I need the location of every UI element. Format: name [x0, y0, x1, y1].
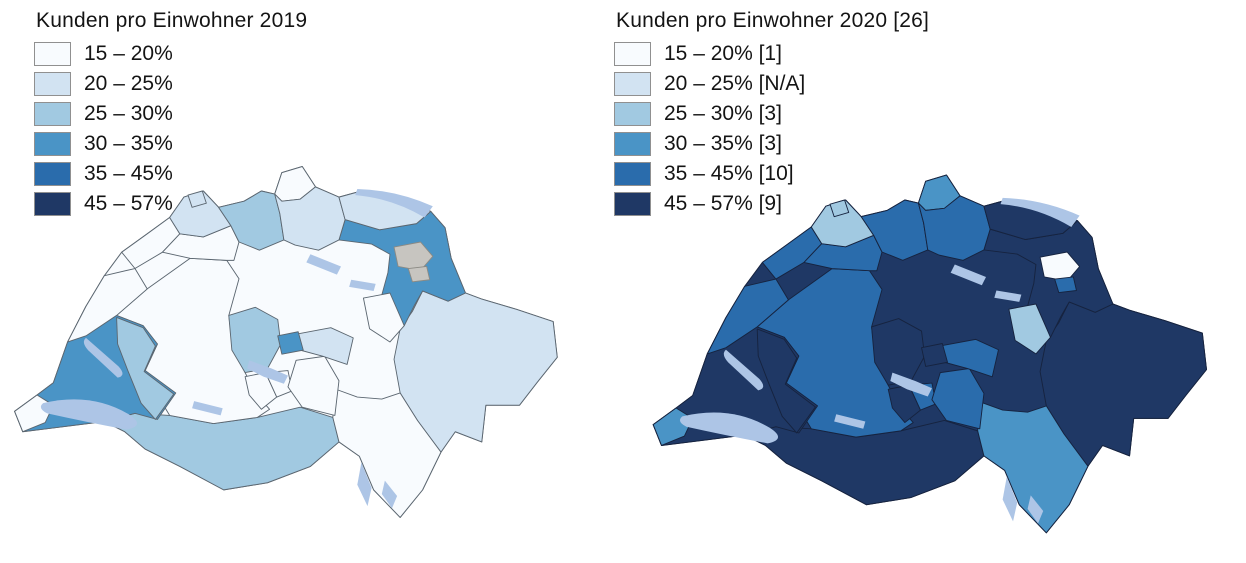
- lake-zurich: [306, 254, 341, 275]
- canton-gr: [393, 290, 558, 453]
- canton-ar: [1039, 251, 1081, 282]
- canton-ne: [706, 278, 789, 355]
- legend-swatch: [34, 132, 71, 157]
- lake-maggiore: [1002, 476, 1018, 522]
- canton-zh: [274, 186, 346, 251]
- canton-ti: [977, 401, 1089, 534]
- canton-zg: [921, 343, 948, 367]
- legend-label: 35 – 45% [10]: [664, 162, 794, 186]
- lake-thun: [834, 414, 866, 429]
- legend-row: 35 – 45% [10]: [614, 159, 929, 189]
- lake-constance: [355, 188, 433, 218]
- canton-lu: [228, 306, 282, 374]
- lake-walen: [994, 290, 1022, 302]
- legend-swatch: [614, 132, 651, 157]
- legend-label: 15 – 20%: [84, 42, 173, 66]
- lake-geneva: [679, 412, 779, 444]
- canton-lu: [871, 318, 926, 386]
- lake-neuchatel: [723, 349, 764, 391]
- legend-row: 35 – 45%: [34, 159, 307, 189]
- lake-constance: [1000, 197, 1080, 228]
- canton-ai: [407, 266, 431, 283]
- canton-bs: [829, 199, 850, 218]
- canton-ai: [1054, 276, 1077, 294]
- legend-row: 45 – 57%: [34, 189, 307, 219]
- canton-ti: [332, 388, 442, 518]
- legend-swatch: [614, 102, 651, 127]
- lake-zurich: [950, 264, 986, 286]
- legend-label: 45 – 57% [9]: [664, 192, 782, 216]
- legend-label: 30 – 35%: [84, 132, 173, 156]
- canton-ne: [67, 268, 148, 343]
- lake-geneva: [40, 399, 138, 430]
- lake-neuchatel: [83, 337, 123, 378]
- lake-walen: [349, 279, 376, 291]
- legend-row: 30 – 35%: [34, 129, 307, 159]
- legend-row: 15 – 20% [1]: [614, 39, 929, 69]
- legend-row: 20 – 25% [N/A]: [614, 69, 929, 99]
- map-panel-2019: Kunden pro Einwohner 2019 15 – 20% 20 – 2…: [34, 0, 307, 219]
- choropleth-map-2019: [14, 166, 558, 518]
- canton-ar: [393, 241, 434, 272]
- legend-swatch: [614, 72, 651, 97]
- canton-gl: [1008, 303, 1051, 355]
- map-title-2020: Kunden pro Einwohner 2020 [26]: [616, 9, 930, 32]
- legend-2019: 15 – 20% 20 – 25% 25 – 30% 30 – 35% 35 – 45%…: [34, 39, 307, 219]
- legend-swatch: [614, 192, 651, 217]
- legend-swatch: [614, 42, 651, 67]
- legend-row: 20 – 25%: [34, 69, 307, 99]
- legend-swatch: [34, 192, 71, 217]
- choropleth-map-2020: [652, 174, 1207, 534]
- lake-lucerne: [890, 372, 932, 397]
- legend-swatch: [34, 102, 71, 127]
- lake-lugano: [1027, 495, 1044, 524]
- map-panel-2020: Kunden pro Einwohner 2020 [26] 15 – 20% …: [614, 0, 929, 219]
- legend-swatch: [34, 72, 71, 97]
- lake-lucerne: [247, 360, 288, 384]
- map-title-2019: Kunden pro Einwohner 2019: [36, 9, 308, 32]
- legend-row: 15 – 20%: [34, 39, 307, 69]
- legend-swatch: [34, 162, 71, 187]
- legend-row: 25 – 30%: [34, 99, 307, 129]
- legend-label: 35 – 45%: [84, 162, 173, 186]
- canton-fr: [756, 328, 816, 434]
- legend-label: 15 – 20% [1]: [664, 42, 782, 66]
- legend-swatch: [614, 162, 651, 187]
- legend-row: 45 – 57% [9]: [614, 189, 929, 219]
- lake-maggiore: [357, 462, 372, 507]
- canton-zh: [917, 195, 991, 261]
- legend-row: 30 – 35% [3]: [614, 129, 929, 159]
- canton-fr: [116, 317, 175, 420]
- legend-2020: 15 – 20% [1] 20 – 25% [N/A] 25 – 30% [3] 30…: [614, 39, 929, 219]
- legend-label: 25 – 30%: [84, 102, 173, 126]
- legend-label: 20 – 25% [N/A]: [664, 72, 806, 96]
- canton-gr: [1039, 301, 1207, 467]
- legend-swatch: [34, 42, 71, 67]
- canton-gl: [362, 292, 405, 343]
- canton-bs: [187, 190, 207, 208]
- lake-thun: [192, 401, 223, 416]
- legend-label: 20 – 25%: [84, 72, 173, 96]
- legend-label: 25 – 30% [3]: [664, 102, 782, 126]
- legend-label: 45 – 57%: [84, 192, 173, 216]
- legend-row: 25 – 30% [3]: [614, 99, 929, 129]
- canton-zg: [277, 331, 304, 355]
- lake-lugano: [381, 480, 398, 509]
- legend-label: 30 – 35% [3]: [664, 132, 782, 156]
